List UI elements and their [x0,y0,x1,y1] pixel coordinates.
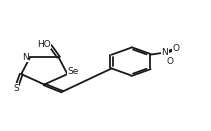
Text: O: O [173,44,180,53]
Text: HO: HO [37,40,51,49]
Text: S: S [13,84,19,93]
Text: N: N [22,53,29,62]
Text: Se: Se [67,67,78,76]
Text: N: N [161,48,168,57]
Text: O: O [166,57,174,66]
